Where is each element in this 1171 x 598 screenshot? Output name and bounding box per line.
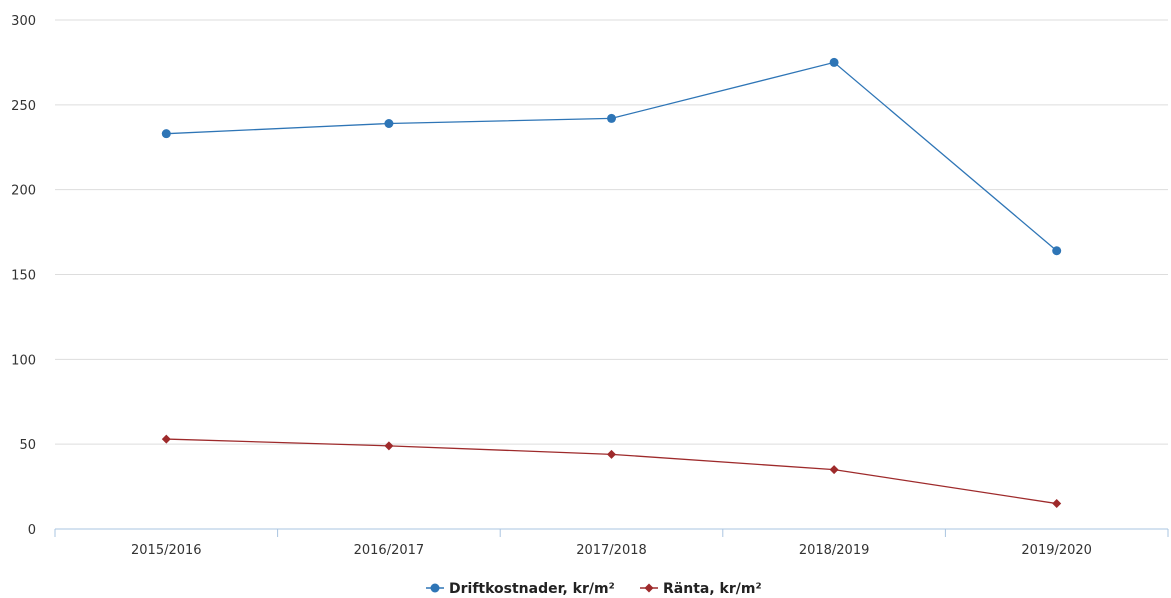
grid-lines — [55, 19, 1168, 445]
legend-label: Ränta, kr/m² — [663, 581, 762, 597]
y-tick-label: 150 — [11, 269, 36, 284]
data-point — [161, 129, 171, 139]
data-point — [607, 449, 616, 459]
y-axis-ticks: 0 50 100 150 200 250 300 — [11, 14, 36, 538]
data-point — [829, 465, 839, 475]
series-line-1 — [166, 438, 1057, 505]
data-point — [1052, 246, 1062, 256]
x-tick-label: 2017/2018 — [576, 543, 647, 558]
x-tick-label: 2019/2020 — [1021, 543, 1092, 558]
data-point — [607, 113, 616, 123]
legend-marker — [644, 583, 654, 593]
x-axis-ticks: 2015/2016 2016/2017 2017/2018 2018/2019 2019… — [131, 543, 1092, 558]
x-tick-label: 2015/2016 — [131, 543, 202, 558]
legend-label: Driftkostnader, kr/m² — [449, 581, 615, 597]
y-tick-label: 0 — [28, 523, 36, 538]
y-tick-label: 100 — [11, 353, 36, 368]
series-line-0 — [166, 61, 1058, 252]
series-group — [161, 57, 1062, 509]
x-tick-label: 2016/2017 — [354, 543, 425, 558]
y-tick-label: 250 — [11, 99, 36, 114]
y-tick-label: 50 — [19, 438, 36, 453]
data-point — [829, 57, 839, 67]
y-tick-label: 300 — [11, 14, 36, 29]
x-tick-label: 2018/2019 — [799, 543, 870, 558]
legend: Driftkostnader, kr/m² Ränta, kr/m² — [426, 581, 762, 597]
y-tick-label: 200 — [11, 184, 36, 199]
data-point — [384, 118, 394, 128]
axes — [54, 528, 1169, 537]
data-point — [161, 434, 171, 444]
data-point — [1052, 499, 1062, 509]
data-point — [384, 441, 394, 451]
legend-marker — [430, 583, 440, 593]
